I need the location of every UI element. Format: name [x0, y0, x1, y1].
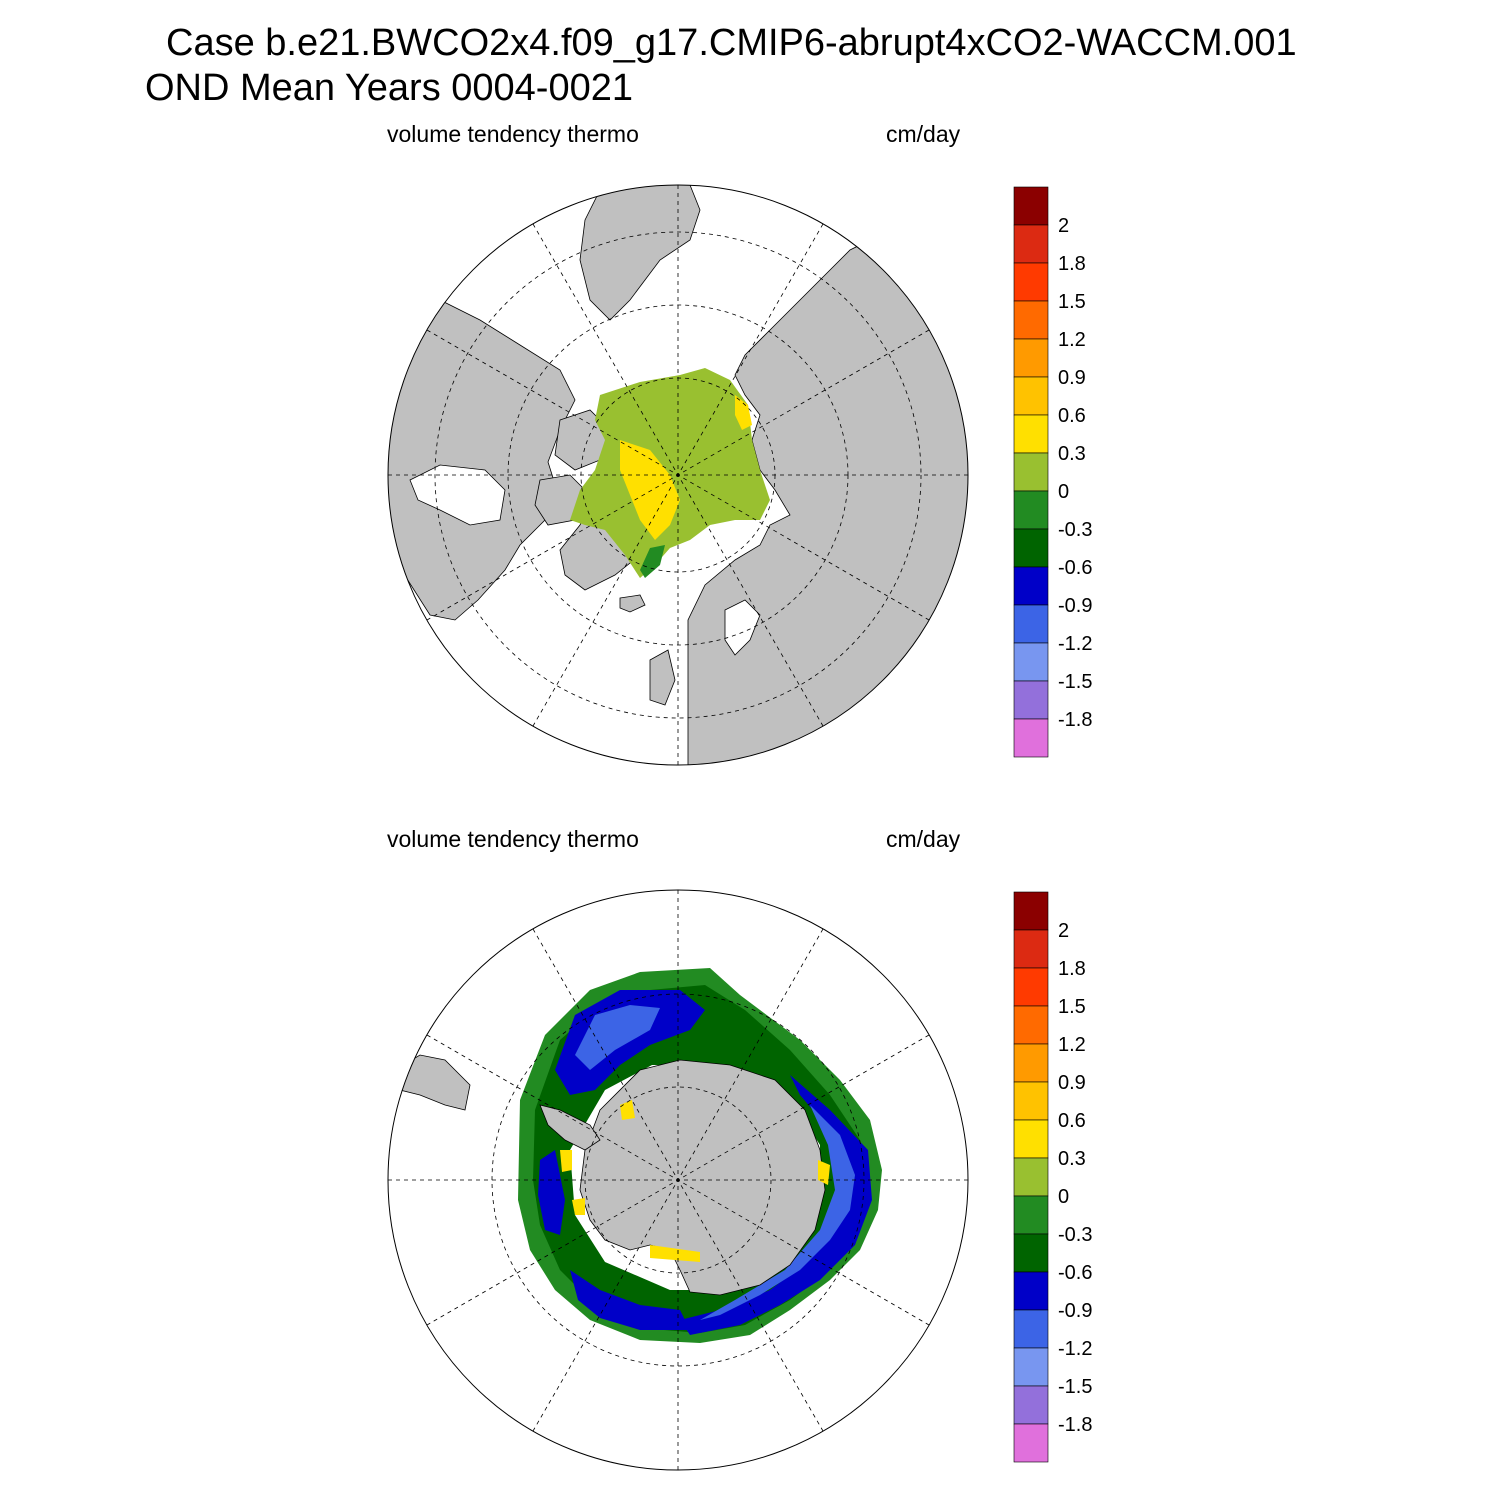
panel2-units-label: cm/day — [886, 826, 961, 852]
colorbar-swatch — [1013, 1423, 1049, 1463]
antarctic-ice-minus1.2-to-minus0.9-east — [700, 1105, 855, 1320]
arctic-graticule — [388, 185, 968, 765]
colorbar-swatch — [1013, 566, 1049, 606]
arctic-map — [387, 184, 969, 766]
colorbar-swatch — [1013, 1385, 1049, 1425]
colorbar-swatch — [1013, 929, 1049, 969]
colorbar-tick-label: 1.8 — [1058, 958, 1086, 980]
colorbar-swatch — [1013, 490, 1049, 530]
colorbar-tick-label: 0.3 — [1058, 1148, 1086, 1170]
antarctic-ice-minus0.9-to-minus0.6-ross — [570, 1270, 690, 1330]
colorbar-tick-label: 0.3 — [1058, 443, 1086, 465]
panel2-left-label: volume tendency thermo — [387, 826, 639, 852]
arctic-ice-minus0.3-to-0 — [640, 545, 665, 578]
colorbar-swatch — [1013, 642, 1049, 682]
antarctic-ice-minus1.2-to-minus0.9-weddell — [575, 1005, 660, 1070]
antarctic-ice-minus0.9-to-minus0.6-west — [538, 1150, 565, 1235]
colorbar-swatch — [1013, 1043, 1049, 1083]
colorbar-tick-label: -0.6 — [1058, 1262, 1092, 1284]
antarctic-map — [387, 889, 969, 1471]
colorbar-swatch — [1013, 1195, 1049, 1235]
colorbar-swatch — [1013, 338, 1049, 378]
colorbar-tick-label: -0.6 — [1058, 557, 1092, 579]
colorbar-tick-label: 2 — [1058, 215, 1069, 237]
colorbar-tick-label: -1.8 — [1058, 1414, 1092, 1436]
colorbar-tick-label: -1.8 — [1058, 709, 1092, 731]
panel1-units-label: cm/day — [886, 121, 961, 147]
colorbar-swatch — [1013, 680, 1049, 720]
colorbar-swatch — [1013, 891, 1049, 931]
colorbar-swatch — [1013, 1157, 1049, 1197]
colorbar-tick-label: -1.5 — [1058, 1376, 1092, 1398]
figure-title: Case b.e21.BWCO2x4.f09_g17.CMIP6-abrupt4… — [166, 22, 1297, 64]
colorbar-swatch — [1013, 1119, 1049, 1159]
colorbar-tick-label: -1.2 — [1058, 1338, 1092, 1360]
arctic-map-frame — [387, 184, 969, 766]
colorbar-swatch — [1013, 1081, 1049, 1121]
colorbar-tick-label: -1.5 — [1058, 671, 1092, 693]
colorbar-tick-label: 0.9 — [1058, 367, 1086, 389]
colorbar-tick-label: 2 — [1058, 920, 1069, 942]
colorbar-swatch — [1013, 528, 1049, 568]
arctic-ice-0-to-0.3 — [570, 368, 770, 578]
antarctic-ice-minus0.9-to-minus0.6-east — [680, 1075, 872, 1335]
antarctica-land — [579, 1059, 826, 1296]
figure-subtitle: OND Mean Years 0004-0021 — [145, 67, 633, 109]
south-america-land — [394, 1054, 471, 1111]
colorbar-tick-label: 0 — [1058, 481, 1069, 503]
antarctic-peninsula-land — [539, 1104, 601, 1151]
colorbar-tick-label: 1.5 — [1058, 996, 1086, 1018]
antarctic-ice-minus0.6-to-minus0.3 — [533, 985, 868, 1333]
colorbar-tick-label: 0 — [1058, 1186, 1069, 1208]
colorbar-tick-label: -0.3 — [1058, 1224, 1092, 1246]
colorbar-tick-label: 0.6 — [1058, 405, 1086, 427]
colorbar-swatch — [1013, 1347, 1049, 1387]
colorbar-swatch — [1013, 604, 1049, 644]
colorbar-swatch — [1013, 1271, 1049, 1311]
arctic-ice-0.3-to-0.6 — [620, 440, 680, 540]
panel1-left-label: volume tendency thermo — [387, 121, 639, 147]
antarctic-graticule — [388, 890, 968, 1470]
colorbar-tick-label: -0.3 — [1058, 519, 1092, 541]
british-isles-land — [649, 649, 676, 706]
colorbar-swatch — [1013, 967, 1049, 1007]
arctic-ice-0.3-to-0.6-edge — [735, 395, 752, 430]
colorbar-tick-label: -1.2 — [1058, 633, 1092, 655]
colorbar-swatch — [1013, 262, 1049, 302]
colorbar-swatch — [1013, 376, 1049, 416]
colorbar-swatch — [1013, 1005, 1049, 1045]
colorbar-tick-label: 1.2 — [1058, 1034, 1086, 1056]
antarctic-map-frame — [387, 889, 969, 1471]
colorbar-swatch — [1013, 224, 1049, 264]
colorbar-swatch — [1013, 1233, 1049, 1273]
baltic-water — [724, 599, 761, 656]
hudson-bay-water — [409, 464, 506, 526]
colorbar-tick-label: 0.9 — [1058, 1072, 1086, 1094]
colorbar-swatch — [1013, 718, 1049, 758]
colorbar-swatch — [1013, 414, 1049, 454]
colorbar-swatch — [1013, 186, 1049, 226]
colorbar-arctic: 2 1.8 1.5 1.2 0.9 0.6 0.3 0 -0.3 -0.6 -0.9 -1.2 -1.5… — [1013, 186, 1092, 758]
colorbar-tick-label: 1.2 — [1058, 329, 1086, 351]
colorbar-tick-label: 1.8 — [1058, 253, 1086, 275]
alaska-land — [579, 185, 701, 321]
colorbar-tick-label: -0.9 — [1058, 1300, 1092, 1322]
colorbar-swatch — [1013, 452, 1049, 492]
colorbar-swatch — [1013, 1309, 1049, 1349]
antarctic-ice-minus0.9-to-minus0.6-weddell — [555, 990, 705, 1095]
colorbar-swatch — [1013, 300, 1049, 340]
colorbar-antarctic: 2 1.8 1.5 1.2 0.9 0.6 0.3 0 -0.3 -0.6 -0.9 -1.2 -1.5… — [1013, 891, 1092, 1463]
colorbar-tick-label: 1.5 — [1058, 291, 1086, 313]
iceland-land — [619, 594, 646, 613]
colorbar-tick-label: 0.6 — [1058, 1110, 1086, 1132]
colorbar-tick-label: -0.9 — [1058, 595, 1092, 617]
